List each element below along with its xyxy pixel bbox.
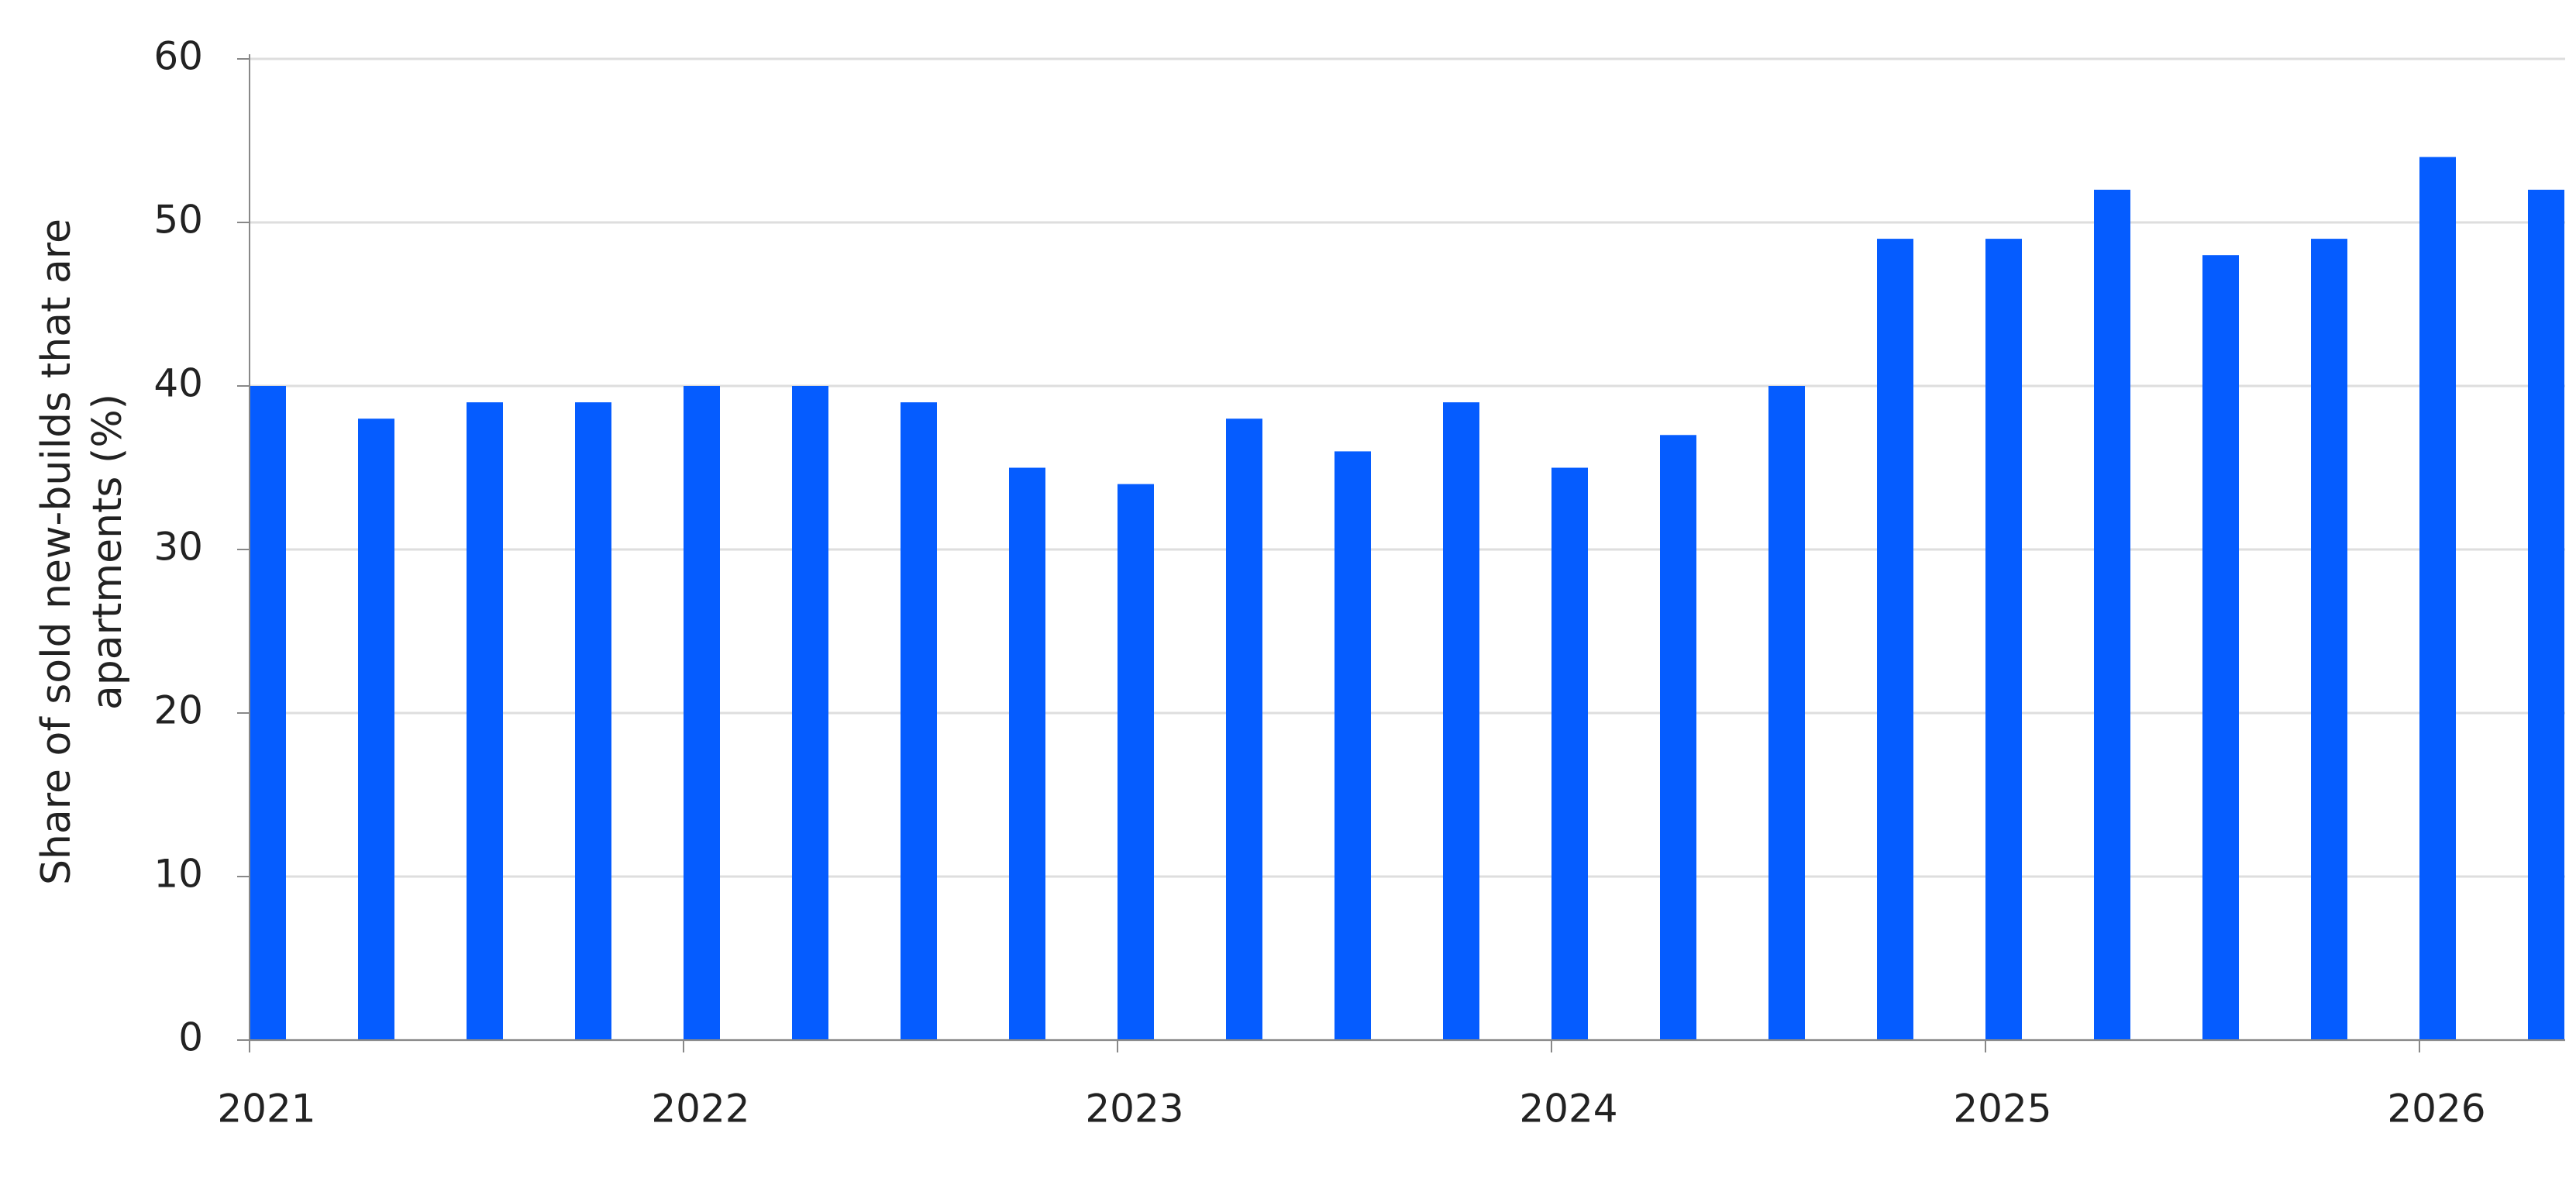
y-tick-label: 20 — [153, 688, 203, 733]
bar — [1985, 239, 2022, 1041]
y-tick-label: 60 — [153, 34, 203, 79]
bar — [1551, 467, 1588, 1040]
bar — [2528, 189, 2564, 1040]
y-axis-label: Share of sold new-builds that are apartm… — [33, 218, 131, 886]
bar — [1226, 419, 1262, 1040]
bar — [575, 402, 611, 1040]
x-tick-label: 2023 — [1085, 1087, 1183, 1132]
y-tick-label: 0 — [178, 1015, 203, 1060]
bar — [1334, 451, 1371, 1040]
bar — [1443, 402, 1479, 1040]
y-tick-label: 40 — [153, 361, 203, 406]
x-tick-label: 2024 — [1519, 1087, 1617, 1132]
x-tick-label: 2021 — [217, 1087, 315, 1132]
x-tick-label: 2025 — [1953, 1087, 2051, 1132]
bar — [358, 419, 394, 1040]
bar — [1768, 386, 1805, 1040]
bar — [250, 386, 286, 1040]
x-tick-label: 2026 — [2387, 1087, 2485, 1132]
bar — [1009, 467, 1045, 1040]
bar — [1660, 435, 1696, 1040]
bar — [1118, 484, 1154, 1040]
bar — [2202, 255, 2239, 1040]
bar — [792, 386, 828, 1040]
bar — [2094, 189, 2130, 1040]
y-tick-label: 10 — [153, 852, 203, 897]
y-tick-label: 30 — [153, 525, 203, 570]
x-tick-label: 2022 — [651, 1087, 749, 1132]
bar — [2311, 239, 2347, 1041]
bar — [467, 402, 503, 1040]
bar — [1877, 239, 1913, 1041]
y-tick-label: 50 — [153, 198, 203, 243]
bar — [684, 386, 720, 1040]
bar — [2419, 157, 2456, 1041]
bar — [901, 402, 937, 1040]
